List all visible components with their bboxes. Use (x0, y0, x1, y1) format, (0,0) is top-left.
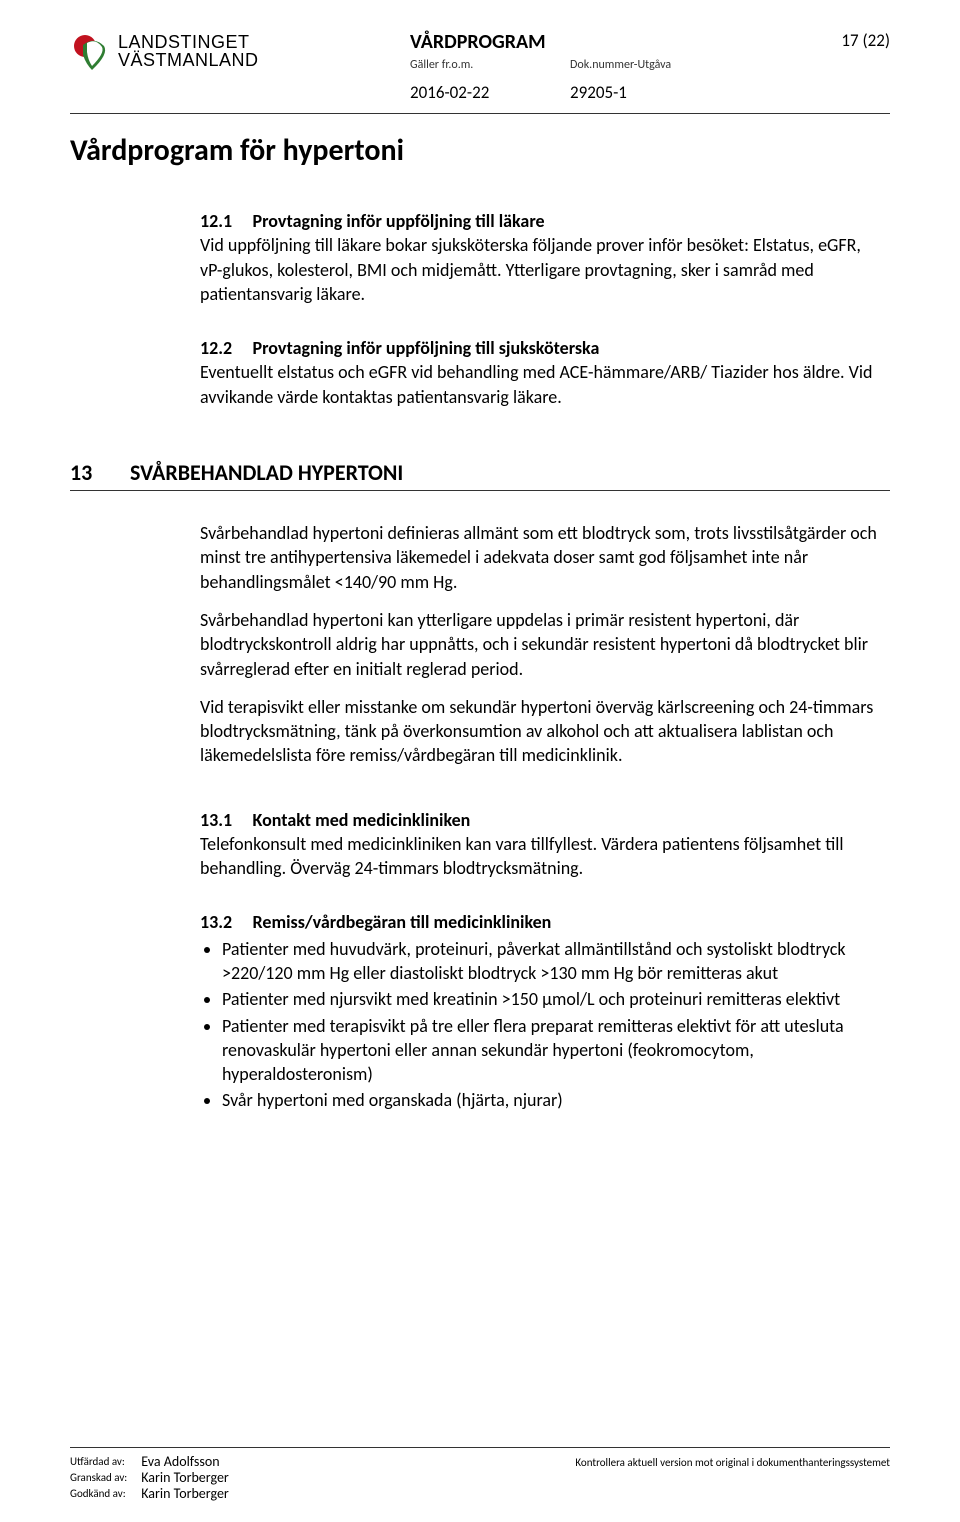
section-13-2: 13.2 Remiss/vårdbegäran till medicinklin… (200, 911, 880, 1113)
list-item: Patienter med njursvikt med kreatinin >1… (222, 987, 880, 1011)
meta-labels: Gäller fr.o.m. Dok.nummer-Utgåva (410, 58, 710, 72)
section-12-2-title: Provtagning inför uppföljning till sjuks… (253, 337, 600, 359)
page-title: Vårdprogram för hypertoni (70, 132, 890, 169)
footer-note: Kontrollera aktuell version mot original… (575, 1454, 890, 1469)
section-13-1-title: Kontakt med medicinkliniken (253, 809, 471, 831)
heart-logo-icon (70, 30, 112, 72)
section-13-underline (70, 490, 890, 491)
logo: LANDSTINGET VÄSTMANLAND (70, 30, 330, 72)
section-13-2-title: Remiss/vårdbegäran till medicinkliniken (253, 911, 552, 933)
section-12-2-heading: 12.2 Provtagning inför uppföljning till … (200, 337, 599, 359)
section-13-num: 13 (70, 459, 130, 486)
page-number: 17 (22) (820, 30, 890, 51)
doc-type: VÅRDPROGRAM (410, 30, 546, 54)
logo-line1: LANDSTINGET (118, 33, 259, 51)
section-13-p2: Svårbehandlad hypertoni kan ytterligare … (200, 608, 880, 681)
list-item: Patienter med huvudvärk, proteinuri, påv… (222, 937, 880, 986)
section-13-p3: Vid terapisvikt eller misstanke om sekun… (200, 695, 880, 768)
doknum-value: 29205-1 (570, 82, 710, 103)
content: 12.1 Provtagning inför uppföljning till … (70, 209, 890, 409)
section-13-content: Svårbehandlad hypertoni definieras allmä… (70, 521, 890, 1113)
section-12-1-title: Provtagning inför uppföljning till läkar… (253, 210, 545, 232)
section-13-1: 13.1 Kontakt med medicinkliniken Telefon… (200, 808, 880, 881)
footer-left: Utfärdad av: Granskad av: Godkänd av: Ev… (70, 1454, 229, 1502)
reviewed-by-label: Granskad av: (70, 1470, 127, 1486)
section-12-1-body: Vid uppföljning till läkare bokar sjuksk… (200, 234, 861, 305)
section-13-1-body: Telefonkonsult med medicinkliniken kan v… (200, 833, 844, 879)
approved-by-name: Karin Torberger (141, 1486, 229, 1502)
section-12-1: 12.1 Provtagning inför uppföljning till … (200, 209, 880, 306)
footer-names: Eva Adolfsson Karin Torberger Karin Torb… (141, 1454, 229, 1502)
section-12-1-num: 12.1 (200, 210, 232, 232)
logo-line2: VÄSTMANLAND (118, 51, 259, 69)
section-13-2-num: 13.2 (200, 911, 232, 933)
page-header: LANDSTINGET VÄSTMANLAND VÅRDPROGRAM Gäll… (70, 30, 890, 103)
valid-from-value: 2016-02-22 (410, 82, 570, 103)
list-item: Svår hypertoni med organskada (hjärta, n… (222, 1088, 880, 1112)
issued-by-name: Eva Adolfsson (141, 1454, 229, 1470)
section-12-2: 12.2 Provtagning inför uppföljning till … (200, 336, 880, 409)
section-13-p1: Svårbehandlad hypertoni definieras allmä… (200, 521, 880, 594)
page: LANDSTINGET VÄSTMANLAND VÅRDPROGRAM Gäll… (0, 0, 960, 1522)
section-13-1-num: 13.1 (200, 809, 232, 831)
reviewed-by-name: Karin Torberger (141, 1470, 229, 1486)
valid-from-label: Gäller fr.o.m. (410, 58, 570, 72)
logo-text: LANDSTINGET VÄSTMANLAND (118, 33, 259, 69)
section-13-2-list: Patienter med huvudvärk, proteinuri, påv… (200, 937, 880, 1113)
issued-by-label: Utfärdad av: (70, 1454, 127, 1470)
list-item: Patienter med terapisvikt på tre eller f… (222, 1014, 880, 1087)
section-12-2-body: Eventuellt elstatus och eGFR vid behandl… (200, 361, 872, 407)
doknum-label: Dok.nummer-Utgåva (570, 58, 710, 72)
section-13-2-heading: 13.2 Remiss/vårdbegäran till medicinklin… (200, 911, 880, 933)
page-footer: Utfärdad av: Granskad av: Godkänd av: Ev… (70, 1439, 890, 1502)
footer-row: Utfärdad av: Granskad av: Godkänd av: Ev… (70, 1454, 890, 1502)
meta-values: 2016-02-22 29205-1 (410, 82, 710, 103)
section-12-2-num: 12.2 (200, 337, 232, 359)
header-meta: VÅRDPROGRAM Gäller fr.o.m. Dok.nummer-Ut… (330, 30, 820, 103)
header-divider (70, 113, 890, 114)
footer-divider (70, 1447, 890, 1448)
section-13-title: SVÅRBEHANDLAD HYPERTONI (130, 459, 890, 486)
section-13-heading: 13 SVÅRBEHANDLAD HYPERTONI (70, 459, 890, 486)
footer-labels: Utfärdad av: Granskad av: Godkänd av: (70, 1454, 127, 1502)
approved-by-label: Godkänd av: (70, 1486, 127, 1502)
section-13-1-heading: 13.1 Kontakt med medicinkliniken (200, 809, 470, 831)
section-12-1-heading: 12.1 Provtagning inför uppföljning till … (200, 210, 545, 232)
